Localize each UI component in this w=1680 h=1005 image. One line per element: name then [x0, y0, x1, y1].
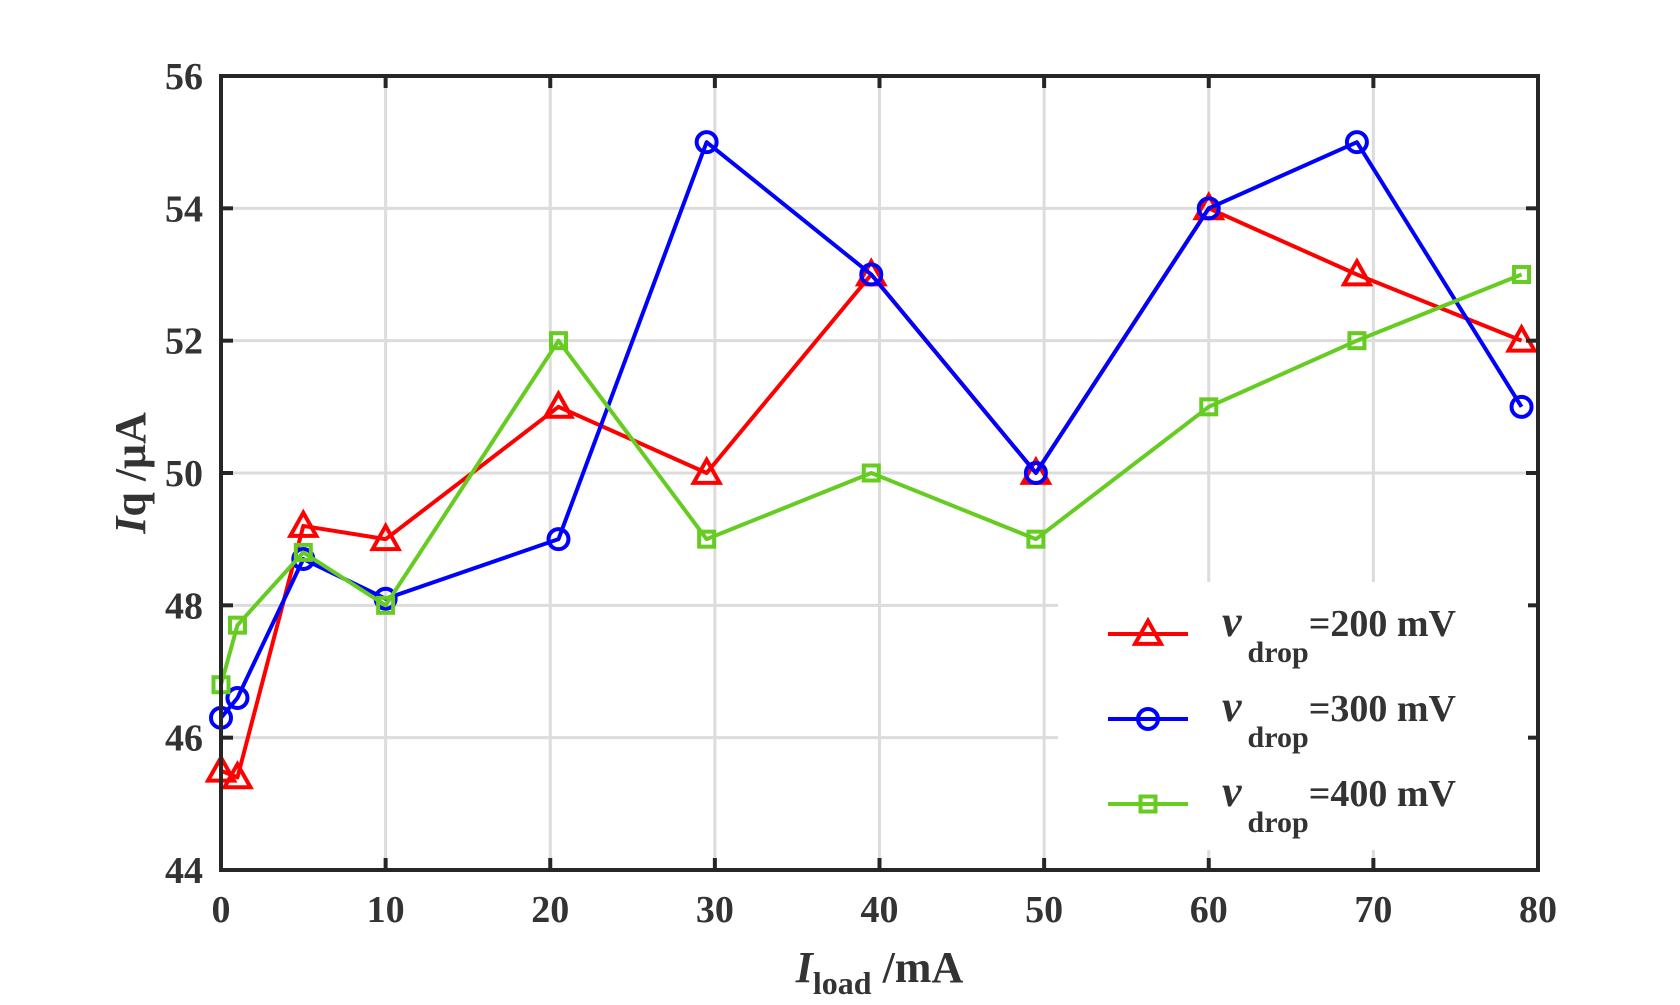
data-point: [1196, 196, 1221, 221]
data-point: [1199, 397, 1219, 417]
legend-marker: [1131, 616, 1165, 646]
data-point: [546, 527, 571, 552]
data-point: [1344, 130, 1369, 155]
legend-item: vdrop=400 mV: [1108, 767, 1456, 839]
data-point: [293, 542, 313, 562]
x-axis-title-sub: load: [813, 965, 872, 1000]
y-axis-title: Iq /μA: [106, 412, 155, 535]
data-point: [1340, 257, 1374, 287]
x-tick-label: 30: [696, 889, 734, 931]
data-point: [225, 685, 250, 710]
series-layer: [204, 130, 1538, 790]
x-tick-label: 10: [367, 889, 405, 931]
y-tick-label: 56: [165, 56, 203, 98]
y-tick-label: 46: [165, 718, 203, 760]
data-point: [221, 760, 254, 790]
y-tick-label: 50: [165, 453, 203, 495]
data-point: [697, 529, 717, 549]
data-point: [286, 508, 320, 538]
data-point: [694, 130, 719, 155]
y-tick-label: 44: [165, 850, 203, 892]
data-point: [376, 595, 396, 615]
x-tick-label: 80: [1519, 889, 1557, 931]
legend-label: vdrop=400 mV: [1222, 767, 1456, 839]
series-line: [219, 272, 1523, 686]
x-tick-label: 60: [1190, 889, 1228, 931]
data-point: [369, 521, 403, 552]
y-tick-label: 54: [165, 188, 203, 230]
y-tick-label: 48: [165, 585, 203, 627]
x-axis-title-unit: /mA: [872, 943, 964, 992]
data-point: [1023, 461, 1048, 485]
series-3: [211, 265, 1532, 695]
legend-marker: [1138, 794, 1158, 814]
legend-label: vdrop=300 mV: [1222, 682, 1456, 754]
data-point: [1512, 265, 1532, 284]
y-tick-label: 52: [165, 321, 203, 363]
x-axis-title-main: I: [795, 943, 815, 992]
data-point: [548, 331, 568, 351]
x-tick-label: 40: [861, 889, 899, 931]
x-tick-label: 0: [212, 889, 231, 931]
data-point: [227, 615, 247, 635]
x-axis-title: Iload /mA: [795, 943, 964, 1000]
x-tick-label: 70: [1354, 889, 1392, 931]
data-point: [859, 262, 884, 287]
y-axis-title-unit: /μA: [106, 412, 155, 492]
axis-titles: Iload /mA Iq /μA: [106, 412, 964, 1001]
legend-item: vdrop=300 mV: [1108, 682, 1456, 754]
legend-label: vdrop=200 mV: [1222, 597, 1456, 669]
legend-marker: [1136, 707, 1160, 731]
y-axis-title-main: I: [106, 515, 155, 535]
data-point: [1347, 331, 1367, 351]
x-tick-label: 50: [1025, 889, 1063, 931]
legend: vdrop=200 mV vdrop=300 mV vdrop=400 mV: [1058, 582, 1528, 850]
data-point: [861, 463, 881, 483]
data-point: [1509, 394, 1534, 419]
series-line: [219, 140, 1524, 720]
data-point: [690, 455, 724, 485]
ticks: 0 10 20 30 40 50 60 70 80 44 46 48 50 52 54 56: [165, 56, 1557, 931]
data-point: [1026, 529, 1046, 549]
legend-item: vdrop=200 mV: [1108, 597, 1456, 669]
x-tick-label: 20: [531, 889, 569, 931]
data-point: [542, 389, 575, 419]
y-axis-title-sub: q: [106, 492, 155, 517]
